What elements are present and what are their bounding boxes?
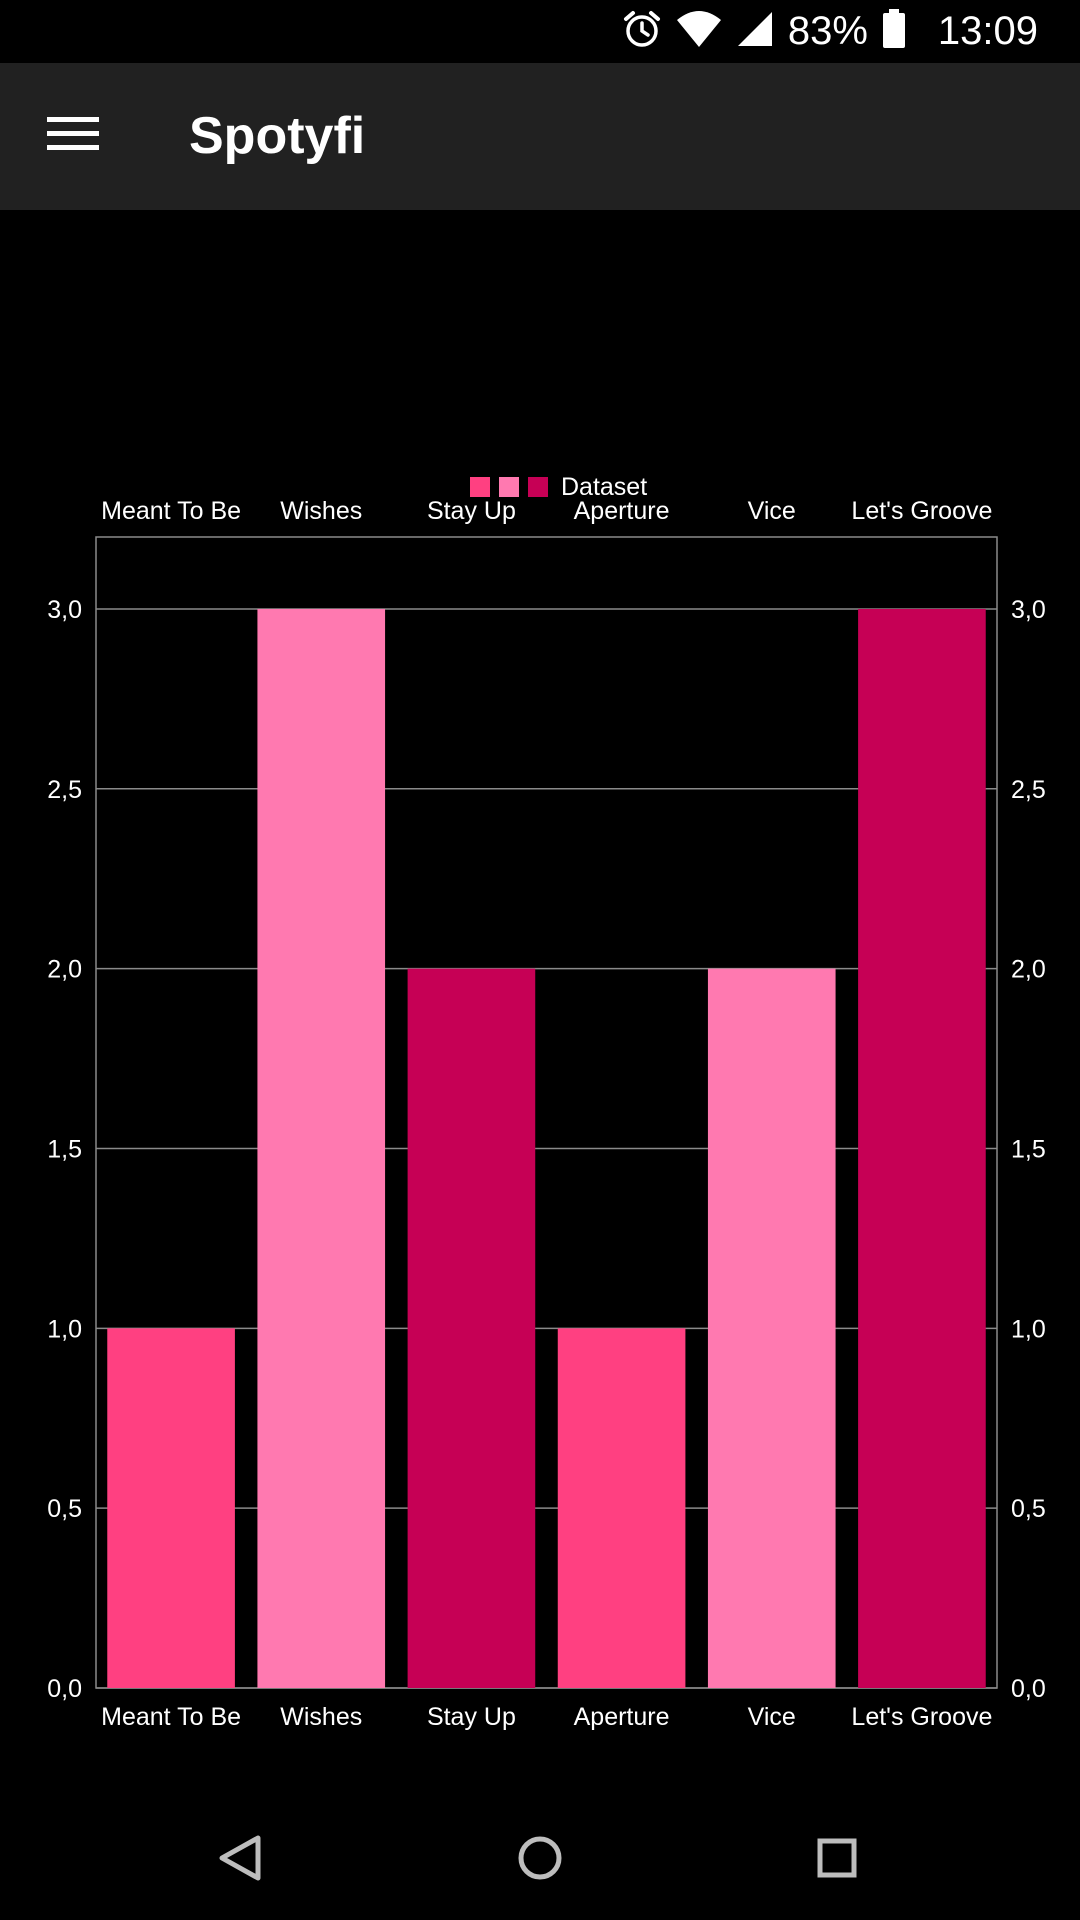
- legend-label: Dataset: [561, 472, 648, 501]
- x-tick-label-bottom: Meant To Be: [101, 1703, 241, 1731]
- wifi-icon: [676, 10, 722, 53]
- bar: [107, 1328, 235, 1688]
- bar: [707, 968, 836, 1688]
- home-icon: [517, 1835, 563, 1886]
- bar: [557, 1328, 686, 1688]
- x-tick-label-bottom: Aperture: [574, 1703, 670, 1731]
- hamburger-menu-icon: [46, 114, 99, 159]
- y-tick-label-left: 1,5: [47, 1135, 82, 1163]
- status-icons: 83% 13:09: [622, 0, 1038, 63]
- x-tick-label-top: Wishes: [280, 497, 362, 525]
- y-tick-label-left: 3,0: [47, 596, 82, 624]
- bar: [858, 608, 986, 1688]
- battery-icon: [882, 9, 906, 54]
- status-bar: 83% 13:09: [0, 0, 1080, 63]
- x-tick-label-top: Aperture: [574, 497, 670, 525]
- x-tick-label-bottom: Wishes: [280, 1703, 362, 1731]
- bar: [407, 968, 536, 1688]
- back-icon: [218, 1834, 262, 1887]
- y-tick-label-left: 0,5: [47, 1495, 82, 1523]
- y-tick-label-right: 0,5: [1011, 1495, 1046, 1523]
- x-tick-label-bottom: Vice: [748, 1703, 796, 1731]
- legend-swatch-1: [470, 477, 490, 497]
- y-tick-label-left: 0,0: [47, 1675, 82, 1703]
- bar-chart-svg: 0,0 0,0 0,5 0,5 1,0 1,0 1,5 1,5 2,0 2,0 2,5 2,5 3,0 3…: [47, 497, 1046, 1731]
- y-tick-label-left: 2,5: [47, 776, 82, 804]
- y-tick-label-left: 1,0: [47, 1315, 82, 1343]
- y-tick-label-right: 3,0: [1011, 596, 1046, 624]
- y-tick-label-left: 2,0: [47, 956, 82, 984]
- y-tick-label-right: 0,0: [1011, 1675, 1046, 1703]
- recents-icon: [817, 1838, 857, 1883]
- back-button[interactable]: [210, 1830, 270, 1890]
- y-tick-label-right: 2,5: [1011, 776, 1046, 804]
- x-tick-label-top: Let's Groove: [851, 497, 992, 525]
- menu-button[interactable]: [30, 100, 115, 173]
- recents-button[interactable]: [807, 1830, 867, 1890]
- navigation-bar: [0, 1800, 1080, 1920]
- legend-swatch-3: [528, 477, 548, 497]
- alarm-icon: [622, 9, 662, 54]
- y-tick-label-right: 1,0: [1011, 1315, 1046, 1343]
- signal-icon: [736, 10, 774, 53]
- x-tick-label-top: Vice: [748, 497, 796, 525]
- chart-legend: Dataset: [470, 472, 647, 502]
- x-tick-label-bottom: Stay Up: [427, 1703, 516, 1731]
- y-tick-label-right: 2,0: [1011, 956, 1046, 984]
- bar-chart: 0,0 0,0 0,5 0,5 1,0 1,0 1,5 1,5 2,0 2,0 2,5 2,5 3,0 3…: [0, 460, 1080, 1740]
- battery-percentage: 83%: [787, 9, 868, 53]
- y-tick-label-right: 1,5: [1011, 1135, 1046, 1163]
- x-tick-label-top: Meant To Be: [101, 497, 241, 525]
- legend-swatch-2: [499, 477, 519, 497]
- home-button[interactable]: [510, 1830, 570, 1890]
- app-bar: Spotyfi: [0, 63, 1080, 210]
- app-title: Spotyfi: [189, 107, 366, 165]
- clock: 13:09: [937, 9, 1038, 53]
- x-tick-label-top: Stay Up: [427, 497, 516, 525]
- x-tick-label-bottom: Let's Groove: [851, 1703, 992, 1731]
- bar: [257, 608, 386, 1688]
